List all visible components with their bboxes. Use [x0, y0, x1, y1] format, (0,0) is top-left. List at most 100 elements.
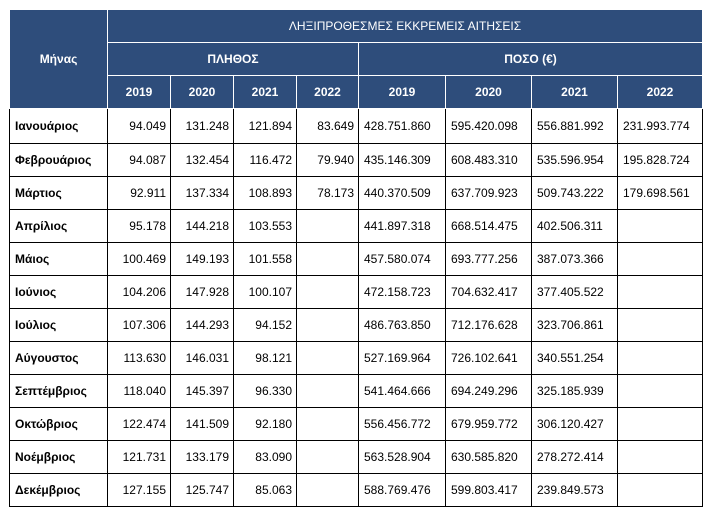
- amount-year-header: 2021: [531, 75, 618, 109]
- amount-cell: 599.803.417: [445, 473, 532, 507]
- count-cell: 100.107: [233, 275, 297, 309]
- count-cell: 118.040: [107, 374, 171, 408]
- count-cell: 92.911: [107, 176, 171, 210]
- amount-cell: 726.102.641: [445, 341, 532, 375]
- count-cell: 146.031: [170, 341, 234, 375]
- count-cell: 107.306: [107, 308, 171, 342]
- count-cell: 95.178: [107, 209, 171, 243]
- amount-cell: 440.370.509: [358, 176, 446, 210]
- amount-cell: 595.420.098: [445, 108, 532, 144]
- month-cell: Ιανουάριος: [9, 108, 108, 144]
- count-year-header: 2019: [107, 75, 171, 109]
- amount-cell: [616, 341, 704, 375]
- amount-cell: 457.580.074: [358, 242, 446, 276]
- amount-cell: 323.706.861: [531, 308, 618, 342]
- count-cell: [296, 209, 359, 243]
- count-cell: 131.248: [170, 108, 234, 144]
- amount-cell: [616, 275, 704, 309]
- month-cell: Μάιος: [9, 242, 108, 276]
- table-row: Δεκέμβριος 127.155 125.747 85.063 588.769.47…: [9, 473, 704, 507]
- count-cell: 85.063: [233, 473, 297, 507]
- amount-cell: 563.528.904: [358, 440, 446, 474]
- count-cell: 94.087: [107, 143, 171, 177]
- month-column-header: Μήνας: [9, 9, 108, 109]
- amount-cell: 472.158.723: [358, 275, 446, 309]
- count-cell: 137.334: [170, 176, 234, 210]
- amount-cell: 541.464.666: [358, 374, 446, 408]
- month-cell: Μάρτιος: [9, 176, 108, 210]
- count-cell: [296, 374, 359, 408]
- count-cell: 83.090: [233, 440, 297, 474]
- month-cell: Σεπτέμβριος: [9, 374, 108, 408]
- amount-cell: 608.483.310: [445, 143, 532, 177]
- count-cell: 101.558: [233, 242, 297, 276]
- count-cell: 144.293: [170, 308, 234, 342]
- amount-cell: [616, 242, 704, 276]
- count-cell: 144.218: [170, 209, 234, 243]
- amount-cell: 556.456.772: [358, 407, 446, 441]
- table-row: Μάιος 100.469 149.193 101.558 457.580.074 693…: [9, 242, 704, 276]
- table-header: Μήνας ΛΗΞΙΠΡΟΘΕΣΜΕΣ ΕΚΚΡΕΜΕΙΣ ΑΙΤΗΣΕΙΣ Π…: [9, 9, 704, 109]
- amount-cell: 509.743.222: [531, 176, 618, 210]
- table-row: Νοέμβριος 121.731 133.179 83.090 563.528.904…: [9, 440, 704, 474]
- amount-cell: [616, 209, 704, 243]
- count-cell: 83.649: [296, 108, 359, 144]
- month-cell: Νοέμβριος: [9, 440, 108, 474]
- pending-applications-table: Μήνας ΛΗΞΙΠΡΟΘΕΣΜΕΣ ΕΚΚΡΕΜΕΙΣ ΑΙΤΗΣΕΙΣ Π…: [9, 9, 704, 507]
- amount-group-header: ΠΟΣΟ (€): [357, 42, 704, 76]
- count-cell: 92.180: [233, 407, 297, 441]
- month-cell: Ιούνιος: [9, 275, 108, 309]
- table-title: ΛΗΞΙΠΡΟΘΕΣΜΕΣ ΕΚΚΡΕΜΕΙΣ ΑΙΤΗΣΕΙΣ: [106, 9, 704, 43]
- month-cell: Αύγουστος: [9, 341, 108, 375]
- count-cell: 100.469: [107, 242, 171, 276]
- amount-cell: 402.506.311: [531, 209, 618, 243]
- count-cell: [296, 440, 359, 474]
- table-row: Σεπτέμβριος 118.040 145.397 96.330 541.464.6…: [9, 374, 704, 408]
- amount-cell: 527.169.964: [358, 341, 446, 375]
- amount-cell: [616, 374, 704, 408]
- count-cell: [296, 275, 359, 309]
- amount-cell: 679.959.772: [445, 407, 532, 441]
- table-row: Οκτώβριος 122.474 141.509 92.180 556.456.772…: [9, 407, 704, 441]
- count-cell: 121.731: [107, 440, 171, 474]
- amount-year-header: 2019: [358, 75, 446, 109]
- count-cell: 108.893: [233, 176, 297, 210]
- count-cell: 149.193: [170, 242, 234, 276]
- amount-cell: 693.777.256: [445, 242, 532, 276]
- count-cell: 121.894: [233, 108, 297, 144]
- count-cell: 147.928: [170, 275, 234, 309]
- amount-cell: 588.769.476: [358, 473, 446, 507]
- amount-cell: [616, 308, 704, 342]
- amount-cell: 428.751.860: [358, 108, 446, 144]
- count-cell: 94.152: [233, 308, 297, 342]
- amount-cell: 179.698.561: [616, 176, 704, 210]
- table-row: Αύγουστος 113.630 146.031 98.121 527.169.964…: [9, 341, 704, 375]
- count-cell: [296, 341, 359, 375]
- count-cell: [296, 242, 359, 276]
- amount-cell: 195.828.724: [616, 143, 704, 177]
- count-cell: 103.553: [233, 209, 297, 243]
- amount-cell: 668.514.475: [445, 209, 532, 243]
- count-cell: 113.630: [107, 341, 171, 375]
- month-cell: Απρίλιος: [9, 209, 108, 243]
- amount-cell: 340.551.254: [531, 341, 618, 375]
- amount-cell: 387.073.366: [531, 242, 618, 276]
- count-cell: 141.509: [170, 407, 234, 441]
- count-cell: 79.940: [296, 143, 359, 177]
- amount-cell: 535.596.954: [531, 143, 618, 177]
- amount-cell: 694.249.296: [445, 374, 532, 408]
- count-cell: 145.397: [170, 374, 234, 408]
- amount-cell: 325.185.939: [531, 374, 618, 408]
- amount-cell: 486.763.850: [358, 308, 446, 342]
- table-row: Απρίλιος 95.178 144.218 103.553 441.897.318 6…: [9, 209, 704, 243]
- amount-cell: 239.849.573: [531, 473, 618, 507]
- count-year-header: 2021: [233, 75, 297, 109]
- month-cell: Φεβρουάριος: [9, 143, 108, 177]
- count-cell: 127.155: [107, 473, 171, 507]
- table-row: Ιούλιος 107.306 144.293 94.152 486.763.850 71…: [9, 308, 704, 342]
- amount-cell: 441.897.318: [358, 209, 446, 243]
- count-cell: 78.173: [296, 176, 359, 210]
- amount-cell: 630.585.820: [445, 440, 532, 474]
- amount-cell: 712.176.628: [445, 308, 532, 342]
- amount-cell: 556.881.992: [531, 108, 618, 144]
